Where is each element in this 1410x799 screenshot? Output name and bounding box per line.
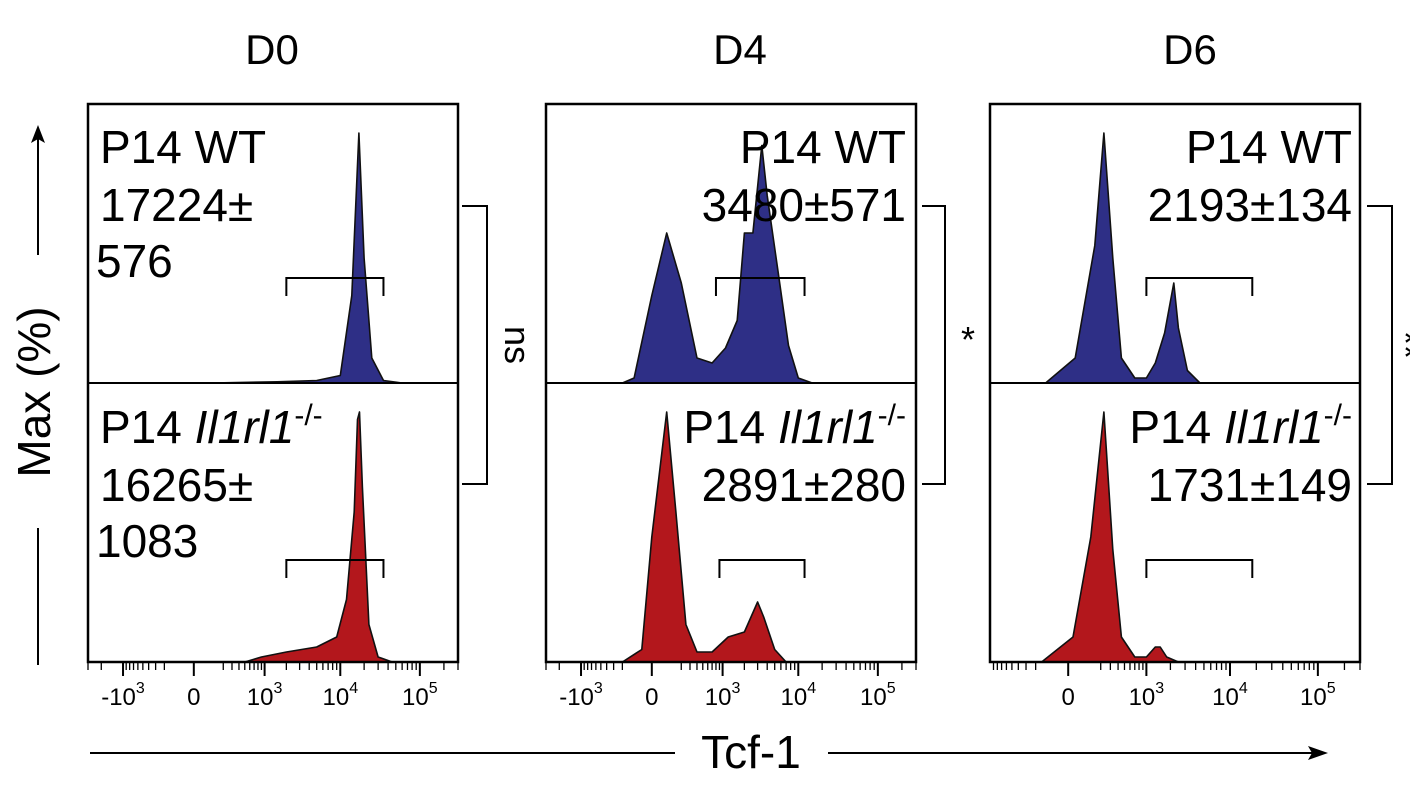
tick-base: -10 bbox=[101, 684, 136, 711]
mfi-value: 2891±280 bbox=[702, 459, 906, 511]
tick-base: 10 bbox=[860, 684, 887, 711]
x-tick-label: 104 bbox=[780, 680, 816, 711]
tick-base: 0 bbox=[187, 684, 200, 711]
panel-d0: D0 P14 WT 17224±576 P14 Il1rl1-/- 16265±1083… bbox=[86, 26, 538, 711]
x-axis-label: Tcf-1 bbox=[701, 726, 801, 778]
tick-base: 10 bbox=[402, 684, 429, 711]
series-label-ko: P14 Il1rl1-/- bbox=[1129, 399, 1352, 453]
mfi-value: 3480±571 bbox=[702, 179, 906, 231]
tick-base: 10 bbox=[1300, 684, 1327, 711]
panel-d4: D4 P14 WT 3480±571 P14 Il1rl1-/- 2891±280 -10… bbox=[544, 26, 975, 711]
tick-base: 10 bbox=[1129, 684, 1156, 711]
x-tick-label: 105 bbox=[1300, 680, 1336, 711]
y-axis-arrowhead bbox=[31, 125, 45, 143]
label-superscript: -/- bbox=[1324, 399, 1352, 432]
histogram-ko bbox=[545, 411, 813, 663]
tick-base: 10 bbox=[705, 684, 732, 711]
x-tick-label: 0 bbox=[1062, 684, 1075, 711]
tick-exponent: 3 bbox=[1155, 680, 1164, 697]
tick-exponent: 4 bbox=[807, 680, 816, 697]
x-tick-label: 103 bbox=[705, 680, 741, 711]
series-label-wt: P14 WT bbox=[1186, 121, 1352, 173]
series-label-wt: P14 WT bbox=[740, 121, 906, 173]
y-axis-label: Max (%) bbox=[8, 306, 60, 477]
tick-exponent: 3 bbox=[136, 680, 145, 697]
mfi-value: 17224± bbox=[100, 179, 253, 231]
tick-base: -10 bbox=[559, 684, 594, 711]
x-tick-label: 103 bbox=[247, 680, 283, 711]
tick-exponent: 3 bbox=[594, 680, 603, 697]
tick-base: 10 bbox=[780, 684, 807, 711]
panel-title: D0 bbox=[245, 26, 299, 73]
histogram-ko bbox=[989, 411, 1231, 663]
series-label-ko: P14 Il1rl1-/- bbox=[683, 399, 906, 453]
series-label-ko: P14 Il1rl1-/- bbox=[100, 399, 323, 453]
mfi-value: 1731±149 bbox=[1148, 459, 1352, 511]
label-gene: Il1rl1 bbox=[195, 401, 295, 453]
label-plain: P14 bbox=[1129, 401, 1224, 453]
mfi-value-line2: 1083 bbox=[96, 515, 198, 567]
gate-bracket-wt bbox=[714, 277, 806, 296]
gate-bracket-ko bbox=[285, 559, 385, 578]
histogram-wt bbox=[545, 144, 813, 384]
x-tick-label: 105 bbox=[860, 680, 896, 711]
gate-bracket-wt bbox=[285, 277, 385, 296]
label-gene: Il1rl1 bbox=[1224, 401, 1324, 453]
tick-exponent: 4 bbox=[349, 680, 358, 697]
x-tick-label: 105 bbox=[402, 680, 438, 711]
histogram-wt bbox=[989, 132, 1231, 384]
tick-exponent: 5 bbox=[1327, 680, 1336, 697]
label-superscript: -/- bbox=[878, 399, 906, 432]
gate-bracket-wt bbox=[1145, 277, 1254, 296]
label-superscript: -/- bbox=[294, 399, 322, 432]
significance-label: ** bbox=[1385, 331, 1410, 359]
mfi-value: 16265± bbox=[100, 459, 253, 511]
panel-title: D6 bbox=[1163, 26, 1217, 73]
x-axis-group: Tcf-1 bbox=[90, 726, 1328, 778]
gate-bracket-ko bbox=[1145, 559, 1254, 578]
x-tick-label: -103 bbox=[101, 680, 145, 711]
x-tick-label: 104 bbox=[322, 680, 358, 711]
x-tick-label: 103 bbox=[1129, 680, 1165, 711]
histogram-ko bbox=[87, 411, 393, 663]
series-label-wt: P14 WT bbox=[100, 121, 266, 173]
mfi-value-line2: 576 bbox=[96, 235, 173, 287]
label-plain: P14 bbox=[683, 401, 778, 453]
tick-base: 10 bbox=[247, 684, 274, 711]
x-tick-label: 0 bbox=[187, 684, 200, 711]
tick-exponent: 4 bbox=[1239, 680, 1248, 697]
y-axis-group: Max (%) bbox=[8, 125, 60, 665]
x-tick-label: 104 bbox=[1212, 680, 1248, 711]
significance-bracket bbox=[1367, 205, 1393, 485]
significance-bracket bbox=[922, 205, 946, 485]
significance-label: ns bbox=[497, 326, 538, 364]
gate-bracket-ko bbox=[718, 559, 806, 578]
tick-base: 10 bbox=[322, 684, 349, 711]
x-tick-label: -103 bbox=[559, 680, 603, 711]
tick-base: 0 bbox=[1062, 684, 1075, 711]
tick-base: 0 bbox=[645, 684, 658, 711]
mfi-value: 2193±134 bbox=[1148, 179, 1352, 231]
tick-exponent: 5 bbox=[887, 680, 896, 697]
tick-base: 10 bbox=[1212, 684, 1239, 711]
tick-exponent: 3 bbox=[274, 680, 283, 697]
x-axis-arrowhead bbox=[1308, 746, 1328, 760]
label-gene: Il1rl1 bbox=[778, 401, 878, 453]
x-tick-label: 0 bbox=[645, 684, 658, 711]
tick-exponent: 5 bbox=[429, 680, 438, 697]
label-plain: P14 bbox=[100, 401, 195, 453]
panel-d6: D6 P14 WT 2193±134 P14 Il1rl1-/- 1731±149 0 10… bbox=[988, 26, 1410, 711]
significance-bracket bbox=[462, 205, 488, 485]
significance-label: * bbox=[961, 319, 975, 360]
panel-title: D4 bbox=[713, 26, 767, 73]
tick-exponent: 3 bbox=[732, 680, 741, 697]
